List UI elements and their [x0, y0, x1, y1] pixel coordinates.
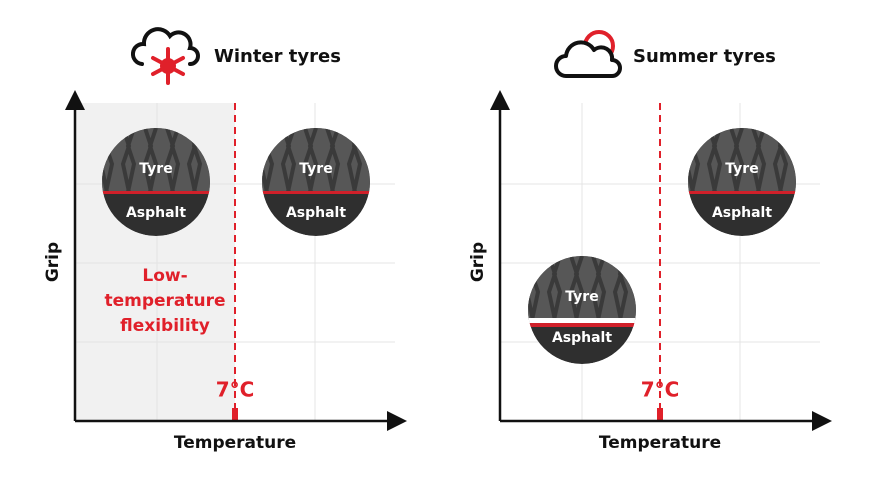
threshold-tick	[232, 408, 238, 421]
panel-title: Winter tyres	[214, 46, 341, 67]
threshold-label: 7°C	[641, 378, 680, 402]
tyre-label: Tyre	[299, 161, 332, 177]
y-axis-label: Grip	[43, 242, 63, 282]
tyre-label: Tyre	[725, 161, 758, 177]
annotation-line: flexibility	[120, 316, 210, 336]
tyre-label: Tyre	[565, 289, 598, 305]
annotation-line: Low-	[142, 266, 187, 286]
panel-title: Summer tyres	[633, 46, 776, 67]
threshold-label: 7°C	[216, 378, 255, 402]
snow-cloud-icon	[131, 27, 200, 85]
x-axis-label: Temperature	[599, 433, 721, 453]
annotation-line: temperature	[104, 291, 225, 311]
asphalt-label: Asphalt	[712, 205, 772, 221]
asphalt-label: Asphalt	[286, 205, 346, 221]
sun-cloud-icon	[554, 30, 622, 78]
tyre-label: Tyre	[139, 161, 172, 177]
tyre-diagram	[262, 128, 370, 236]
asphalt-label: Asphalt	[126, 205, 186, 221]
asphalt-label: Asphalt	[552, 330, 612, 346]
threshold-tick	[657, 408, 663, 421]
x-axis-label: Temperature	[174, 433, 296, 453]
y-axis-label: Grip	[468, 242, 488, 282]
tyre-diagram	[528, 256, 636, 364]
